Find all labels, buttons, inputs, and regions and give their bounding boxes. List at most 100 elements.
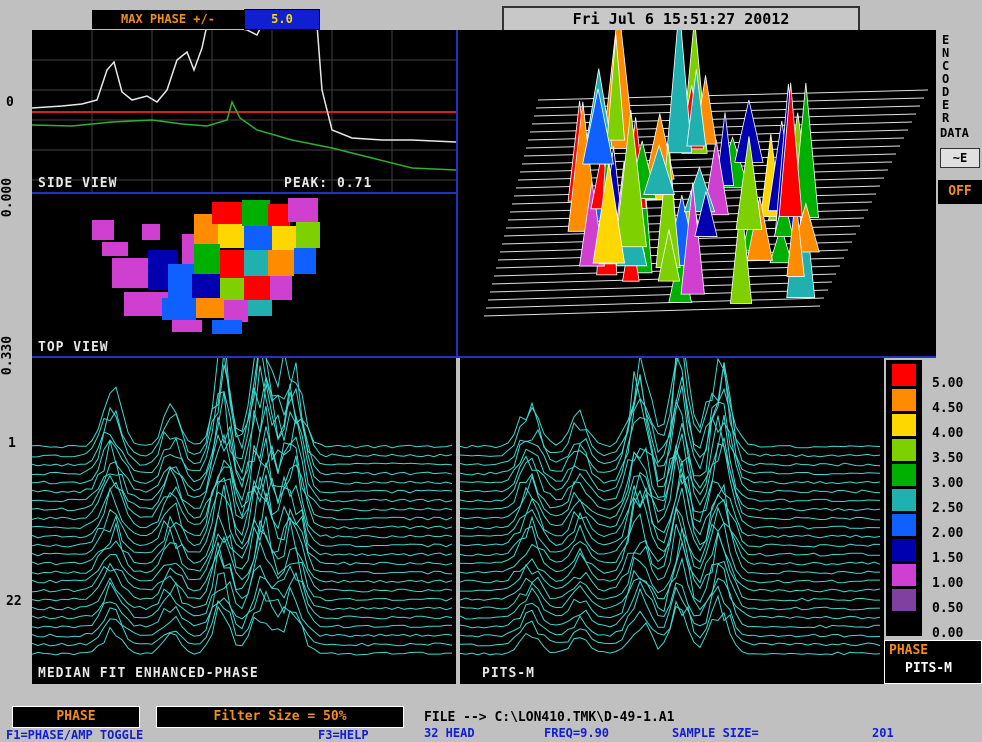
side-view-label: SIDE VIEW xyxy=(38,176,118,191)
pits-label: PITS-M xyxy=(482,666,535,681)
waterfall-trace xyxy=(460,527,880,602)
color-legend: 5.00 4.50 4.00 3.50 3.00 2.50 2.00 1.50 1.00 0.50… xyxy=(884,358,982,641)
encoder-off-button[interactable]: OFF xyxy=(938,180,982,204)
wireframe-peak xyxy=(729,200,753,304)
wireframe-peak xyxy=(680,182,705,295)
waterfall-trace xyxy=(460,540,881,611)
wireframe-peak xyxy=(614,110,647,248)
datetime-display: Fri Jul 6 15:51:27 20012 xyxy=(502,6,860,32)
legend-swatch xyxy=(892,564,916,586)
legend-swatch xyxy=(892,464,916,486)
waterfall-trace xyxy=(32,571,453,629)
legend-mode-box[interactable]: PHASE PITS-M xyxy=(884,640,982,684)
waterfall-trace xyxy=(460,358,881,458)
legend-swatch xyxy=(892,389,916,411)
legend-swatch xyxy=(892,539,916,561)
pits-panel[interactable]: PITS-M xyxy=(460,358,884,684)
top-view-panel[interactable]: TOP VIEW xyxy=(32,194,456,356)
waterfall-trace xyxy=(32,605,452,656)
footer-filter-box[interactable]: Filter Size = 50% xyxy=(156,706,404,728)
waterfall-trace xyxy=(32,442,453,521)
encoder-data-label: DATA xyxy=(940,126,969,140)
wireframe-peak xyxy=(657,229,681,282)
waterfall-trace xyxy=(32,383,453,494)
median-fit-label: MEDIAN FIT ENHANCED-PHASE xyxy=(38,666,259,681)
divider-v-top xyxy=(456,30,458,358)
wireframe-peak xyxy=(686,69,707,147)
wireframe-grid-line xyxy=(485,297,825,309)
wireframe-3d-plot xyxy=(483,30,929,317)
waterfall-trace xyxy=(32,376,453,476)
waterfall-trace xyxy=(460,577,881,629)
footer-f3-hint[interactable]: F3=HELP xyxy=(318,728,369,742)
waterfall-trace xyxy=(32,589,453,647)
footer-phase-box[interactable]: PHASE xyxy=(12,706,140,728)
wireframe-peak xyxy=(582,88,614,165)
median-fit-panel[interactable]: MEDIAN FIT ENHANCED-PHASE xyxy=(32,358,456,684)
wireframe-peak xyxy=(592,162,626,264)
wireframe-peak xyxy=(703,139,729,216)
wireframe-peak xyxy=(769,225,793,264)
legend-swatch xyxy=(892,364,916,386)
legend-value: 2.00 xyxy=(932,526,964,541)
wireframe-peak xyxy=(694,191,718,237)
legend-value: 1.00 xyxy=(932,576,964,591)
waterfall-trace xyxy=(460,585,881,638)
waterfall-trace xyxy=(32,405,453,503)
waterfall-trace xyxy=(460,556,881,620)
footer-status-sample: SAMPLE SIZE= xyxy=(672,726,759,740)
legend-mode-label: PHASE xyxy=(889,643,929,658)
legend-value: 4.00 xyxy=(932,426,964,441)
top-view-label: TOP VIEW xyxy=(38,340,109,355)
legend-value: 3.00 xyxy=(932,476,964,491)
waterfall-trace xyxy=(32,426,453,512)
waterfall-trace xyxy=(32,564,453,620)
waterfall-trace xyxy=(460,473,881,557)
waterfall-trace xyxy=(460,605,881,656)
footer-status-sample-value: 201 xyxy=(872,726,894,740)
wireframe-grid-line xyxy=(529,121,913,133)
top-view-map xyxy=(92,198,320,334)
side-view-panel[interactable]: SIDE VIEW PEAK: 0.71 xyxy=(32,30,456,192)
legend-swatch xyxy=(892,414,916,436)
side-view-peak: PEAK: 0.71 xyxy=(284,176,373,191)
axis-label-0-330: 0.330 xyxy=(0,335,16,376)
legend-value: 2.50 xyxy=(932,501,964,516)
waterfall-trace xyxy=(32,365,453,485)
legend-swatch xyxy=(892,589,916,611)
max-phase-value-field[interactable]: 5.0 xyxy=(244,9,320,30)
waterfall-trace xyxy=(32,437,453,530)
waterfall-trace xyxy=(32,492,453,575)
waterfall-trace xyxy=(460,506,880,584)
waterfall-trace xyxy=(32,358,453,467)
waterfall-trace xyxy=(460,415,881,512)
waterfall-trace xyxy=(460,358,881,449)
legend-value: 1.50 xyxy=(932,551,964,566)
wireframe-peak xyxy=(666,30,693,154)
wireframe-3d-panel[interactable] xyxy=(458,30,936,356)
legend-value: 0.50 xyxy=(932,601,964,616)
waterfall-trace xyxy=(460,358,881,467)
divider-v-bottom xyxy=(456,358,460,684)
waterfall-trace xyxy=(32,358,453,458)
axis-label-22: 22 xyxy=(6,594,22,609)
legend-swatch xyxy=(892,614,916,636)
legend-value: 5.00 xyxy=(932,376,964,391)
footer-status-freq: FREQ=9.90 xyxy=(544,726,610,740)
legend-value: 0.00 xyxy=(932,626,964,641)
waterfall-trace xyxy=(460,399,881,494)
waterfall-trace xyxy=(460,415,881,503)
wireframe-peak xyxy=(778,82,803,217)
waterfall-trace xyxy=(32,529,453,602)
waterfall-trace xyxy=(460,461,881,548)
encoder-arrow-button[interactable]: ~E xyxy=(940,148,980,168)
waterfall-trace xyxy=(460,442,881,530)
wireframe-grid-line xyxy=(489,281,833,293)
wireframe-peak xyxy=(786,196,805,277)
axis-label-0: 0 xyxy=(6,95,14,110)
legend-value: 3.50 xyxy=(932,451,964,466)
footer-f1-hint[interactable]: F1=PHASE/AMP TOGGLE xyxy=(6,728,144,742)
wireframe-peak xyxy=(735,136,763,231)
legend-swatch xyxy=(892,514,916,536)
